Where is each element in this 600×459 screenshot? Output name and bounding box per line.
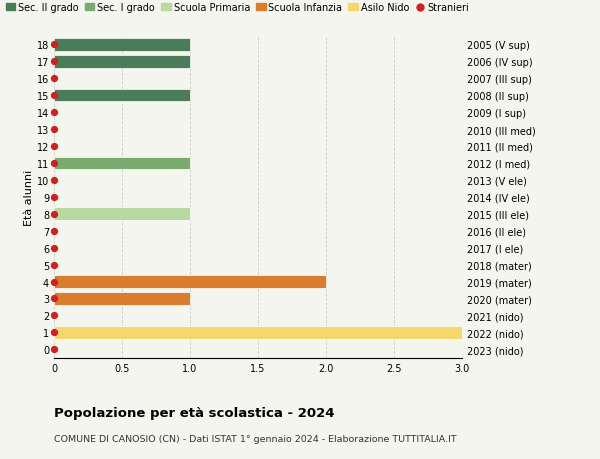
- Bar: [54, 39, 190, 51]
- Point: [49, 109, 59, 117]
- Point: [49, 92, 59, 100]
- Point: [49, 41, 59, 49]
- Bar: [54, 90, 190, 102]
- Y-axis label: Età alunni: Età alunni: [24, 169, 34, 225]
- Point: [49, 58, 59, 66]
- Point: [49, 177, 59, 184]
- Point: [49, 312, 59, 319]
- Point: [49, 126, 59, 134]
- Bar: [54, 292, 190, 305]
- Point: [49, 228, 59, 235]
- Point: [49, 346, 59, 353]
- Bar: [54, 326, 462, 339]
- Text: Popolazione per età scolastica - 2024: Popolazione per età scolastica - 2024: [54, 406, 335, 419]
- Point: [49, 143, 59, 150]
- Bar: [54, 56, 190, 68]
- Legend: Sec. II grado, Sec. I grado, Scuola Primaria, Scuola Infanzia, Asilo Nido, Stran: Sec. II grado, Sec. I grado, Scuola Prim…: [5, 3, 470, 13]
- Point: [49, 261, 59, 269]
- Point: [49, 278, 59, 285]
- Bar: [54, 208, 190, 221]
- Text: COMUNE DI CANOSIO (CN) - Dati ISTAT 1° gennaio 2024 - Elaborazione TUTTITALIA.IT: COMUNE DI CANOSIO (CN) - Dati ISTAT 1° g…: [54, 434, 457, 443]
- Point: [49, 329, 59, 336]
- Bar: [54, 157, 190, 170]
- Point: [49, 75, 59, 83]
- Point: [49, 245, 59, 252]
- Point: [49, 194, 59, 201]
- Point: [49, 295, 59, 302]
- Point: [49, 160, 59, 167]
- Bar: [54, 275, 326, 288]
- Point: [49, 211, 59, 218]
